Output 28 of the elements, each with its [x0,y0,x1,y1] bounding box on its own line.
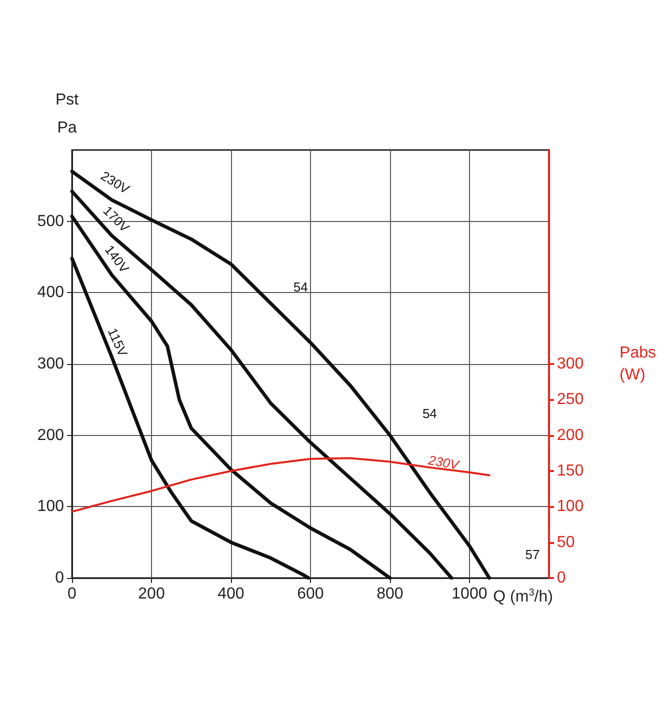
y2-tick-label: 250 [556,391,584,408]
line-series [71,457,490,513]
y2-tick-label: 150 [556,462,584,480]
y2-tick-label: 200 [556,426,584,444]
x-tick-label: 400 [218,586,244,602]
annotation: 54 [422,406,437,421]
y-tick-label: 200 [37,426,64,444]
text: 230V [98,168,132,197]
y2-tick-label: 50 [556,534,575,551]
y-tick-label: 0 [55,570,64,586]
text: 115V [104,326,131,359]
annotation: 54 [293,280,308,295]
y2-tick-label: 300 [556,356,584,372]
text: 230V [426,452,462,473]
y-tick-label: 500 [37,212,64,230]
y-axis-title: Pst Pa [55,92,80,136]
y-tick-label: 300 [37,356,64,372]
x-tick-label: 800 [376,586,404,602]
x-tick-label: 0 [68,586,77,602]
y2-tick-label: 100 [556,498,584,516]
y2-axis-title: Pabs (W) [620,344,656,384]
x-tick-label: 200 [138,586,165,602]
annotation: 57 [525,547,540,562]
x-tick-label: 600 [297,586,324,602]
y2-tick-label: 0 [556,570,566,586]
y-tick-label: 100 [37,498,64,516]
x-tick-label: 1000 [452,586,488,602]
y-tick-label: 400 [37,284,64,302]
